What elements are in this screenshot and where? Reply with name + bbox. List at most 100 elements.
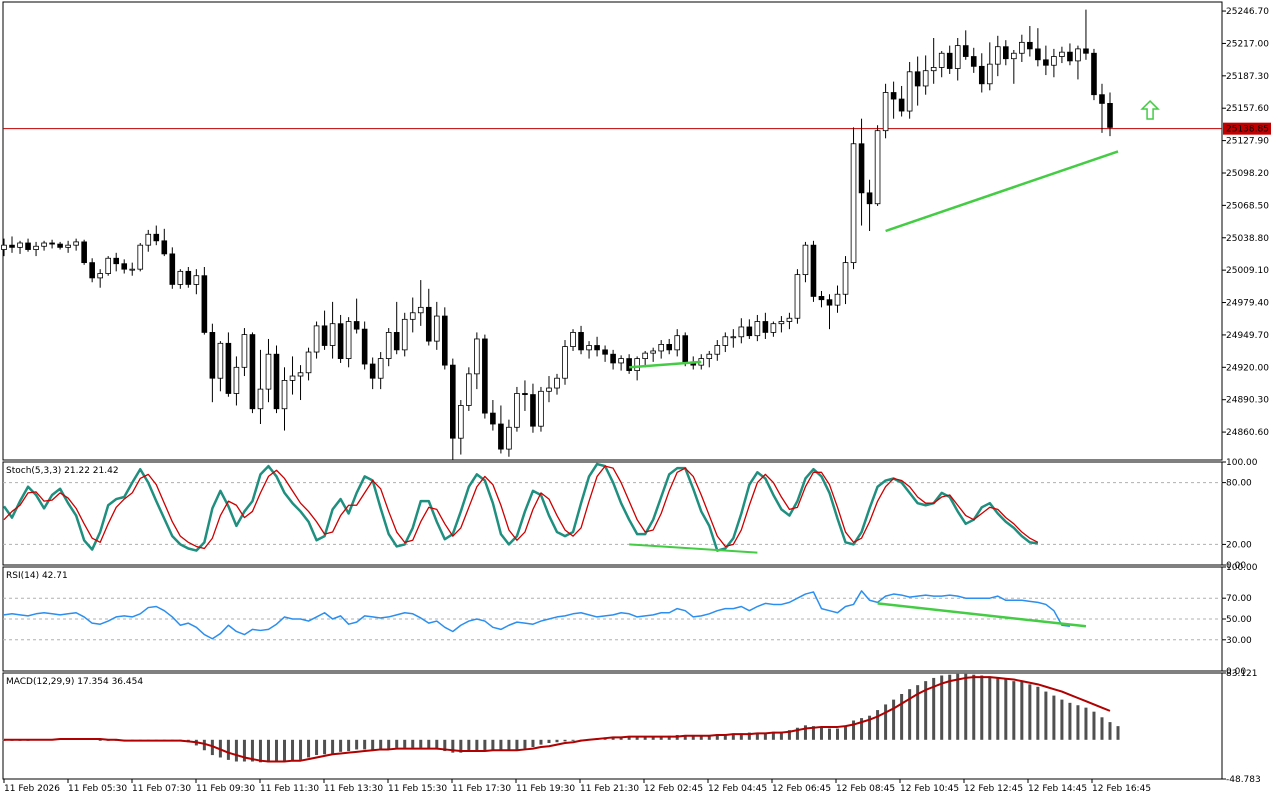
macd-bar <box>803 725 807 740</box>
candle <box>369 357 376 390</box>
stoch-signal-line <box>3 465 1039 550</box>
candle <box>73 238 79 251</box>
candle <box>850 127 857 270</box>
candle-body-bull <box>466 373 472 406</box>
candle <box>762 312 769 339</box>
macd-bar <box>1084 707 1088 740</box>
candle <box>986 42 993 91</box>
candle <box>297 365 304 401</box>
candle <box>482 334 488 419</box>
y-tick-label: 83.121 <box>1226 669 1258 679</box>
candle-body-bull <box>546 387 552 392</box>
candle <box>153 225 160 246</box>
pane-frame <box>2 461 1223 566</box>
candle <box>506 419 512 457</box>
x-tick-label: 11 Feb 21:30 <box>580 784 639 794</box>
macd-bar <box>371 739 375 751</box>
candle <box>81 239 87 265</box>
candle-body-bull <box>554 377 560 389</box>
candle-body-bear <box>161 240 168 255</box>
candle <box>1 238 7 257</box>
candle-body-bull <box>137 244 144 270</box>
candle-body-bear <box>482 338 488 414</box>
candle <box>1099 83 1105 133</box>
macd-bar <box>459 739 463 753</box>
candle <box>233 356 240 406</box>
candle-body-bear <box>273 353 280 410</box>
candle-body-bull <box>1059 51 1065 57</box>
candle <box>353 298 360 334</box>
y-tick-label: 25098.20 <box>1226 169 1269 179</box>
candle <box>1075 45 1081 80</box>
candle-body-bear <box>1035 48 1041 61</box>
candle <box>1035 28 1041 67</box>
candle-body-bear <box>425 306 432 342</box>
y-tick-label: 25127.90 <box>1226 137 1269 147</box>
macd-bar <box>868 715 872 740</box>
candle <box>874 125 881 206</box>
x-tick-label: 12 Feb 16:45 <box>1092 784 1151 794</box>
candle-body-bull <box>377 358 384 379</box>
macd-bar <box>699 734 703 740</box>
candle <box>938 51 945 78</box>
candle-body-bull <box>73 241 79 246</box>
candle-body-bear <box>25 242 31 250</box>
candle-body-bear <box>746 326 753 337</box>
candle-body-bear <box>890 92 897 100</box>
candle-body-bull <box>586 345 592 351</box>
candle <box>674 329 681 357</box>
candle-body-bull <box>618 358 624 364</box>
candle-body-bull <box>329 323 336 346</box>
candle-body-bear <box>946 52 953 69</box>
macd-bar <box>515 739 519 750</box>
x-tick-label: 11 Feb 09:30 <box>196 784 255 794</box>
divergence-line <box>885 150 1119 233</box>
x-tick-label: 11 Feb 15:30 <box>388 784 447 794</box>
pane-stoch: 100.00 80.00 20.00 0.00 Stoch(5,3,3) 21.22 2… <box>2 458 1258 571</box>
macd-bar <box>964 673 968 740</box>
candle-body-bull <box>41 242 47 247</box>
candle <box>393 301 400 355</box>
candle <box>802 241 809 283</box>
macd-bar <box>210 739 214 756</box>
macd-bar <box>627 736 631 740</box>
candle-body-bull <box>738 326 745 338</box>
macd-bar <box>274 739 278 761</box>
candle-body-bull <box>834 293 841 306</box>
candle <box>706 350 713 368</box>
y-tick-label: 100.00 <box>1226 458 1258 468</box>
y-tick-label: 25187.30 <box>1226 72 1269 82</box>
macd-bar <box>234 739 238 762</box>
current-price-label: 25138.85 <box>1226 125 1269 135</box>
candle <box>866 179 873 231</box>
macd-bar <box>483 739 487 751</box>
x-tick-label: 12 Feb 02:45 <box>644 784 703 794</box>
candle <box>570 329 576 351</box>
candle <box>25 238 31 252</box>
candle-body-bull <box>642 352 648 359</box>
candle <box>33 241 39 257</box>
candle-body-bear <box>578 332 584 351</box>
candle-body-bear <box>810 244 817 297</box>
macd-bar <box>811 726 815 740</box>
macd-signal-line <box>4 676 1111 763</box>
macd-bar <box>892 699 896 740</box>
candle-body-bull <box>105 257 111 274</box>
candle <box>169 247 176 289</box>
macd-bar <box>539 739 543 745</box>
indicator-label: RSI(14) 42.71 <box>6 571 68 581</box>
macd-bar <box>1092 711 1096 740</box>
macd-bar <box>795 727 799 740</box>
indicator-label: MACD(12,29,9) 17.354 36.454 <box>6 677 143 687</box>
pane-frame <box>2 1 1223 461</box>
candle-body-bear <box>369 363 376 379</box>
candle <box>546 376 552 403</box>
candle-body-bull <box>217 342 224 379</box>
y-tick-label: 50.00 <box>1226 615 1252 625</box>
x-tick-label: 11 Feb 11:30 <box>260 784 319 794</box>
candle <box>498 405 504 454</box>
macd-bar <box>443 739 447 752</box>
candle <box>682 332 689 367</box>
candle-body-bull <box>954 45 961 69</box>
